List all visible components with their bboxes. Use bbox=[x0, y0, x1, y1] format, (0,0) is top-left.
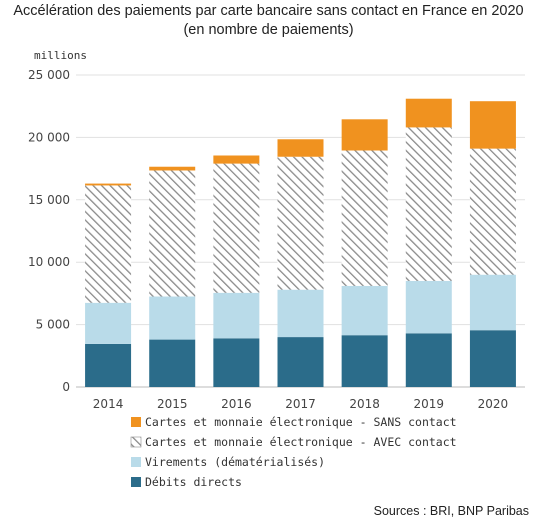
x-tick-label: 2015 bbox=[157, 397, 188, 411]
bar-segment bbox=[341, 335, 388, 387]
bar-segment bbox=[341, 285, 388, 336]
bar-segment bbox=[277, 156, 324, 290]
y-tick-label: 0 bbox=[62, 380, 70, 394]
y-tick-label: 20 000 bbox=[28, 130, 70, 144]
bar-segment bbox=[405, 280, 452, 334]
legend-swatch bbox=[131, 477, 141, 487]
legend: Cartes et monnaie électronique - SANS co… bbox=[130, 415, 457, 489]
chart-title-line1: Accélération des paiements par carte ban… bbox=[13, 3, 524, 19]
source-note: Sources : BRI, BNP Paribas bbox=[373, 504, 529, 518]
y-tick-label: 25 000 bbox=[28, 68, 70, 82]
x-tick-label: 2020 bbox=[478, 397, 509, 411]
chart-title-line2: (en nombre de paiements) bbox=[183, 22, 354, 38]
legend-label: Virements (dématérialisés) bbox=[145, 455, 325, 469]
y-tick-label: 10 000 bbox=[28, 255, 70, 269]
bar-segment bbox=[277, 139, 324, 157]
bar-segment bbox=[213, 292, 260, 339]
legend-swatch bbox=[131, 457, 141, 467]
bar-segment bbox=[85, 183, 132, 186]
bar-segment bbox=[405, 98, 452, 128]
bar-segment bbox=[277, 337, 324, 387]
bar-segment bbox=[469, 330, 516, 387]
x-tick-label: 2014 bbox=[93, 397, 124, 411]
bar-segment bbox=[149, 166, 196, 171]
bar-segment bbox=[405, 127, 452, 281]
y-tick-label: 5 000 bbox=[36, 318, 70, 332]
legend-swatch bbox=[130, 436, 142, 448]
bars bbox=[85, 98, 516, 387]
chart-title: Accélération des paiements par carte ban… bbox=[0, 2, 537, 40]
bar-segment bbox=[341, 119, 388, 151]
bar-segment bbox=[469, 148, 516, 275]
bar-segment bbox=[85, 302, 132, 344]
bar-segment bbox=[213, 338, 260, 387]
bar-segment bbox=[469, 274, 516, 331]
x-axis-ticks: 2014 2015 2016 2017 2018 2019 2020 bbox=[93, 397, 508, 411]
legend-swatch bbox=[131, 417, 141, 427]
x-tick-label: 2018 bbox=[349, 397, 380, 411]
bar-segment bbox=[469, 101, 516, 149]
bar-segment bbox=[149, 170, 196, 297]
y-axis-ticks: 0 5 000 10 000 15 000 20 000 25 000 bbox=[28, 68, 70, 394]
bar-segment bbox=[85, 185, 132, 303]
bar-segment bbox=[85, 343, 132, 387]
bar-segment bbox=[149, 296, 196, 340]
legend-label: Cartes et monnaie électronique - AVEC co… bbox=[145, 435, 457, 449]
y-axis-unit-label: millions bbox=[34, 49, 87, 62]
bar-segment bbox=[149, 339, 196, 387]
bar-segment bbox=[341, 150, 388, 286]
legend-label: Cartes et monnaie électronique - SANS co… bbox=[145, 415, 457, 429]
bar-segment bbox=[277, 289, 324, 338]
legend-label: Débits directs bbox=[145, 475, 242, 489]
bar-segment bbox=[405, 333, 452, 387]
x-tick-label: 2019 bbox=[414, 397, 445, 411]
x-tick-label: 2017 bbox=[285, 397, 316, 411]
x-tick-label: 2016 bbox=[221, 397, 252, 411]
bar-segment bbox=[213, 163, 260, 293]
bar-segment bbox=[213, 155, 260, 164]
y-tick-label: 15 000 bbox=[28, 193, 70, 207]
